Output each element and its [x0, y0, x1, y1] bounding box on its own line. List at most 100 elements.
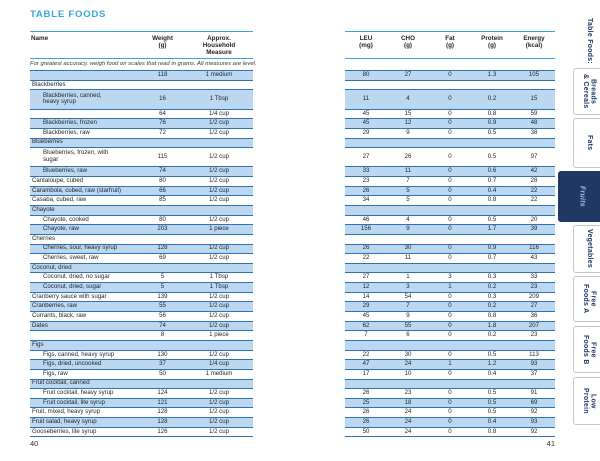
weight-value: 80 — [159, 177, 166, 184]
tab-low-protein[interactable]: Low Protein — [573, 377, 600, 425]
measure-value: 1/2 cup — [209, 408, 229, 416]
tab-free-foods-a[interactable]: Free Foods A — [573, 276, 600, 322]
leu-value: 26 — [362, 408, 370, 416]
table-row: 25 18 0 0.5 69 — [345, 398, 555, 409]
table-row — [345, 340, 555, 351]
energy-value: 42 — [530, 167, 538, 175]
table-row — [345, 138, 555, 149]
page-title: TABLE FOODS — [30, 9, 107, 20]
table-row: Blackberries, frozen 76 1/2 cup — [30, 119, 253, 129]
fat-value: 0 — [448, 302, 452, 310]
food-name: Figs, dried, uncooked — [43, 360, 102, 368]
right-table-header: LEU (mg) CHO (g) Fat (g) Protein (g) Energy … — [345, 31, 555, 59]
food-name: Figs, raw — [43, 369, 68, 377]
table-row: Figs — [30, 340, 253, 351]
protein-value: 1.3 — [487, 71, 497, 78]
measure-value — [185, 380, 253, 389]
cho-value: 11 — [404, 167, 412, 175]
weight-value: 85 — [159, 196, 166, 204]
table-row: Cherries, sweet, raw 69 1/2 cup — [30, 254, 253, 264]
energy-value: 59 — [530, 109, 538, 117]
cho-value: 5 — [406, 186, 410, 194]
protein-value: 0.5 — [487, 152, 497, 160]
tab-fats[interactable]: Fats — [573, 118, 600, 168]
cho-value: 5 — [406, 196, 410, 204]
leu-value — [345, 235, 387, 244]
cho-value: 15 — [404, 109, 412, 117]
fat-value: 0 — [448, 254, 452, 262]
col-header-energy: Energy (kcal) — [523, 34, 545, 49]
weight-value — [140, 206, 185, 215]
measure-value: 1/2 cup — [209, 418, 229, 426]
weight-value: 37 — [159, 360, 166, 368]
cho-value: 4 — [406, 95, 410, 103]
tab-breads-cereals[interactable]: Breads & Cereals — [573, 68, 600, 115]
measure-value: 1/2 cup — [209, 254, 229, 262]
measure-value: 1/2 cup — [209, 427, 229, 435]
fat-value — [429, 235, 471, 244]
protein-value: 0.5 — [487, 398, 497, 406]
food-name: Blueberries — [32, 138, 63, 146]
protein-value: 0.5 — [487, 350, 497, 358]
food-name: Gooseberries, lite syrup — [32, 427, 97, 435]
measure-value: 1/2 cup — [209, 292, 229, 300]
tab-label: Table Foods: — [585, 18, 593, 64]
weight-value: 139 — [157, 292, 168, 300]
cho-value: 3 — [406, 283, 410, 291]
fat-value: 0 — [448, 225, 452, 233]
cho-value: 30 — [404, 350, 412, 358]
table-row: Cranberry sauce with sugar 139 1/2 cup — [30, 293, 253, 303]
tab-vegetables[interactable]: Vegetables — [573, 225, 600, 273]
weight-value: 8 — [160, 331, 165, 339]
energy-value: 36 — [530, 312, 538, 319]
fat-value: 0 — [448, 128, 452, 136]
energy-value: 23 — [530, 283, 538, 291]
protein-value: 0.8 — [487, 196, 497, 204]
cho-value: 9 — [406, 312, 410, 319]
fat-value: 0 — [448, 292, 452, 300]
weight-value — [140, 264, 185, 273]
tab-fruits[interactable]: Fruits — [558, 171, 600, 222]
fat-value: 0 — [448, 109, 452, 117]
table-row: Blueberries, raw 74 1/2 cup — [30, 167, 253, 178]
measure-value — [185, 341, 253, 350]
table-row: Chayote, raw 203 1 piece — [30, 225, 253, 235]
table-row: 33 11 0 0.6 42 — [345, 167, 555, 178]
left-table-header: Name Weight (g) Approx. Household Measur… — [30, 31, 253, 59]
energy-value: 207 — [528, 321, 540, 329]
table-row: Currants, black, raw 56 1/2 cup — [30, 312, 253, 322]
weight-value: 56 — [159, 312, 166, 319]
weight-value: 203 — [157, 225, 168, 233]
left-table-body: 118 1 medium Blackberries Blackberries, can… — [30, 70, 253, 438]
table-row: 156 9 0 1.7 39 — [345, 225, 555, 235]
energy-value: 15 — [530, 95, 538, 103]
food-name: Cranberries, raw — [32, 302, 78, 310]
tab-free-foods-b[interactable]: Free Foods B — [573, 326, 600, 373]
cho-value: 55 — [404, 321, 412, 329]
leu-value: 7 — [364, 331, 368, 339]
table-row: Dates 74 1/2 cup — [30, 321, 253, 332]
leu-value: 26 — [362, 418, 370, 426]
energy-value: 92 — [530, 427, 538, 435]
food-name: Blackberries, canned, heavy syrup — [43, 91, 102, 106]
measure-value: 1/2 cup — [209, 312, 229, 319]
energy-value: 20 — [530, 215, 538, 223]
leu-value: 29 — [362, 128, 370, 136]
energy-value — [513, 206, 555, 215]
food-name: Fruit salad, heavy syrup — [32, 418, 97, 426]
energy-value — [513, 264, 555, 273]
food-name: Chayote, cooked — [43, 215, 89, 223]
food-name: Blackberries, frozen — [43, 119, 97, 127]
fat-value: 0 — [448, 312, 452, 319]
energy-value: 22 — [530, 196, 538, 204]
cho-value: 27 — [404, 71, 412, 78]
cho-value: 7 — [406, 302, 410, 310]
table-row: Casaba, cubed, raw 85 1/2 cup — [30, 196, 253, 206]
leu-value: 22 — [362, 350, 370, 358]
leu-value: 34 — [362, 196, 370, 204]
tab-label: Low Protein — [582, 388, 597, 414]
food-name: Figs — [32, 340, 44, 348]
food-name: Cantaloupe, cubed — [32, 177, 84, 184]
cho-value: 9 — [406, 225, 410, 233]
food-name: Chayote — [32, 206, 55, 213]
